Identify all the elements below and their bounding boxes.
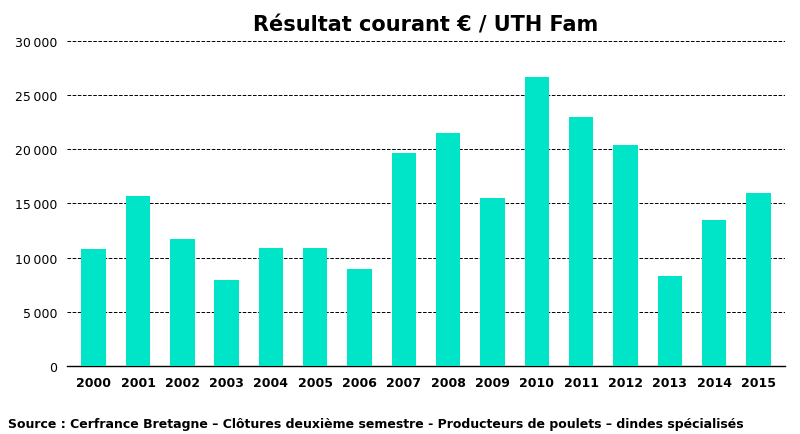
Bar	[569, 118, 594, 366]
Bar	[746, 193, 770, 366]
Bar	[126, 197, 150, 366]
Bar	[525, 78, 549, 366]
Bar	[170, 240, 194, 366]
Bar	[258, 248, 283, 366]
Bar	[82, 250, 106, 366]
Bar	[347, 270, 372, 366]
Text: Source : Cerfrance Bretagne – Clôtures deuxième semestre - Producteurs de poulet: Source : Cerfrance Bretagne – Clôtures d…	[8, 417, 744, 430]
Bar	[392, 153, 416, 366]
Bar	[658, 276, 682, 366]
Bar	[214, 281, 239, 366]
Bar	[480, 199, 505, 366]
Bar	[436, 134, 460, 366]
Bar	[303, 248, 327, 366]
Bar	[702, 220, 726, 366]
Bar	[614, 146, 638, 366]
Title: Résultat courant € / UTH Fam: Résultat courant € / UTH Fam	[254, 15, 598, 35]
